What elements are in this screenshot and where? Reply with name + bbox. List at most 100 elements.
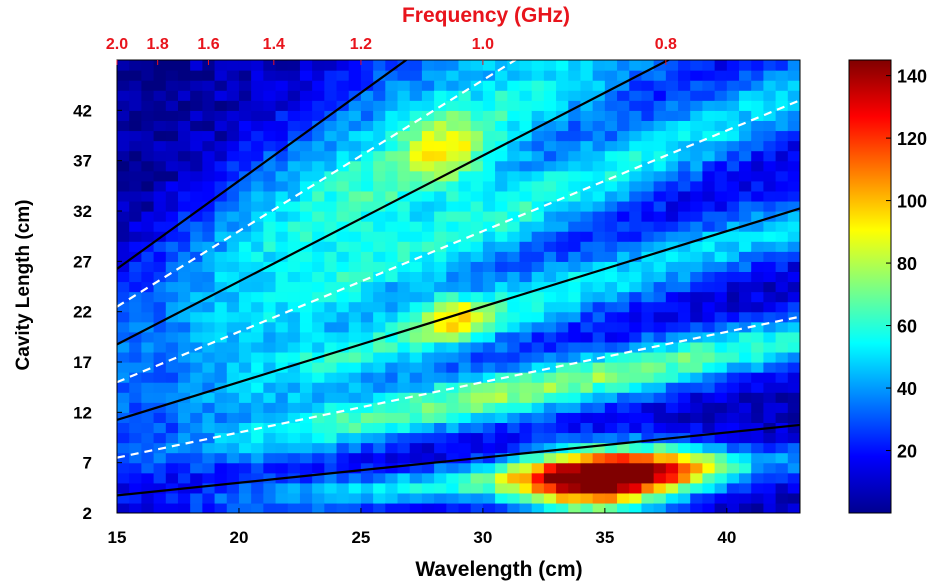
heatmap-cell bbox=[580, 150, 594, 162]
heatmap-cell bbox=[373, 271, 386, 283]
heatmap-cell bbox=[665, 261, 679, 272]
heatmap-cell bbox=[117, 80, 130, 91]
heatmap-cell bbox=[763, 341, 777, 353]
heatmap-cell bbox=[775, 482, 789, 494]
heatmap-cell bbox=[714, 392, 728, 403]
heatmap-cell bbox=[312, 412, 325, 423]
heatmap-cell bbox=[117, 100, 130, 111]
heatmap-cell bbox=[165, 301, 179, 313]
heatmap-cell bbox=[763, 311, 777, 323]
heatmap-cell bbox=[556, 231, 569, 242]
heatmap-cell bbox=[482, 321, 496, 333]
heatmap-cell bbox=[360, 392, 374, 403]
heatmap-cell bbox=[373, 211, 386, 222]
heatmap-cell bbox=[312, 402, 325, 413]
heatmap-cell bbox=[751, 160, 765, 172]
heatmap-cell bbox=[153, 200, 167, 212]
heatmap-cell bbox=[202, 412, 216, 423]
heatmap-cell bbox=[592, 271, 606, 283]
heatmap-cell bbox=[202, 150, 216, 162]
heatmap-cell bbox=[117, 341, 130, 353]
heatmap-cell bbox=[543, 452, 557, 464]
heatmap-cell bbox=[141, 372, 155, 383]
heatmap-cell bbox=[653, 311, 667, 323]
heatmap-cell bbox=[543, 170, 557, 182]
heatmap-cell bbox=[751, 351, 765, 363]
heatmap-cell bbox=[129, 402, 142, 413]
heatmap-cell bbox=[446, 190, 460, 202]
heatmap-cell bbox=[531, 442, 545, 454]
heatmap-cell bbox=[263, 321, 277, 333]
heatmap-cell bbox=[702, 492, 716, 504]
heatmap-cell bbox=[775, 170, 789, 182]
heatmap-cell bbox=[543, 180, 557, 192]
heatmap-cell bbox=[556, 351, 569, 363]
heatmap-cell bbox=[190, 492, 203, 504]
heatmap-cell bbox=[519, 110, 533, 121]
heatmap-cell bbox=[653, 180, 667, 192]
heatmap-cell bbox=[641, 331, 655, 343]
heatmap-cell bbox=[556, 190, 569, 202]
heatmap-cell bbox=[226, 231, 240, 242]
heatmap-cell bbox=[775, 362, 789, 373]
heatmap-cell bbox=[702, 442, 716, 454]
heatmap-cell bbox=[360, 90, 374, 101]
heatmap-cell bbox=[556, 261, 569, 272]
heatmap-cell bbox=[446, 170, 460, 182]
heatmap-cell bbox=[360, 311, 374, 323]
heatmap-cell bbox=[238, 160, 252, 172]
heatmap-cell bbox=[434, 422, 447, 434]
heatmap-cell bbox=[726, 200, 740, 212]
heatmap-cell bbox=[287, 392, 301, 403]
heatmap-cell bbox=[690, 231, 704, 242]
heatmap-cell bbox=[495, 432, 508, 444]
heatmap-cell bbox=[348, 472, 362, 484]
heatmap-cell bbox=[373, 362, 386, 373]
heatmap-cell bbox=[360, 200, 374, 212]
heatmap-cell bbox=[531, 351, 545, 363]
heatmap-cell bbox=[629, 80, 643, 91]
colorbar-tick-label: 40 bbox=[897, 379, 917, 399]
mode-lines bbox=[117, 60, 800, 497]
heatmap-cell bbox=[214, 271, 228, 283]
heatmap-cell bbox=[470, 100, 484, 111]
heatmap-cell bbox=[117, 392, 130, 403]
heatmap-cell bbox=[275, 452, 289, 464]
heatmap-cell bbox=[568, 482, 582, 494]
heatmap-cell bbox=[482, 90, 496, 101]
heatmap-cell bbox=[287, 110, 301, 121]
heatmap-cell bbox=[177, 251, 191, 262]
heatmap-cell bbox=[617, 321, 630, 333]
heatmap-cell bbox=[385, 331, 399, 343]
heatmap-cell bbox=[543, 462, 557, 474]
heatmap-cell bbox=[763, 362, 777, 373]
heatmap-cell bbox=[385, 392, 399, 403]
heatmap-cell bbox=[482, 432, 496, 444]
heatmap-cell bbox=[690, 412, 704, 423]
heatmap-cell bbox=[458, 482, 472, 494]
heatmap-cell bbox=[226, 70, 240, 81]
heatmap-cell bbox=[592, 382, 606, 393]
heatmap-cell bbox=[665, 502, 679, 513]
heatmap-cell bbox=[714, 462, 728, 474]
heatmap-cell bbox=[531, 100, 545, 111]
heatmap-cell bbox=[726, 341, 740, 353]
heatmap-cell bbox=[592, 362, 606, 373]
heatmap-cell bbox=[117, 110, 130, 121]
heatmap-cell bbox=[629, 321, 643, 333]
heatmap-cell bbox=[287, 341, 301, 353]
heatmap-cell bbox=[409, 170, 423, 182]
heatmap-cell bbox=[312, 80, 325, 91]
heatmap-cell bbox=[543, 90, 557, 101]
heatmap-cell bbox=[263, 241, 277, 252]
heatmap-cell bbox=[507, 160, 521, 172]
heatmap-cell bbox=[470, 482, 484, 494]
heatmap-cell bbox=[299, 120, 313, 132]
heatmap-cell bbox=[617, 452, 630, 464]
heatmap-cell bbox=[373, 291, 386, 303]
heatmap-cell bbox=[324, 60, 338, 71]
heatmap-cell bbox=[690, 100, 704, 111]
heatmap-cell bbox=[177, 301, 191, 313]
heatmap-cell bbox=[641, 291, 655, 303]
heatmap-cell bbox=[348, 452, 362, 464]
